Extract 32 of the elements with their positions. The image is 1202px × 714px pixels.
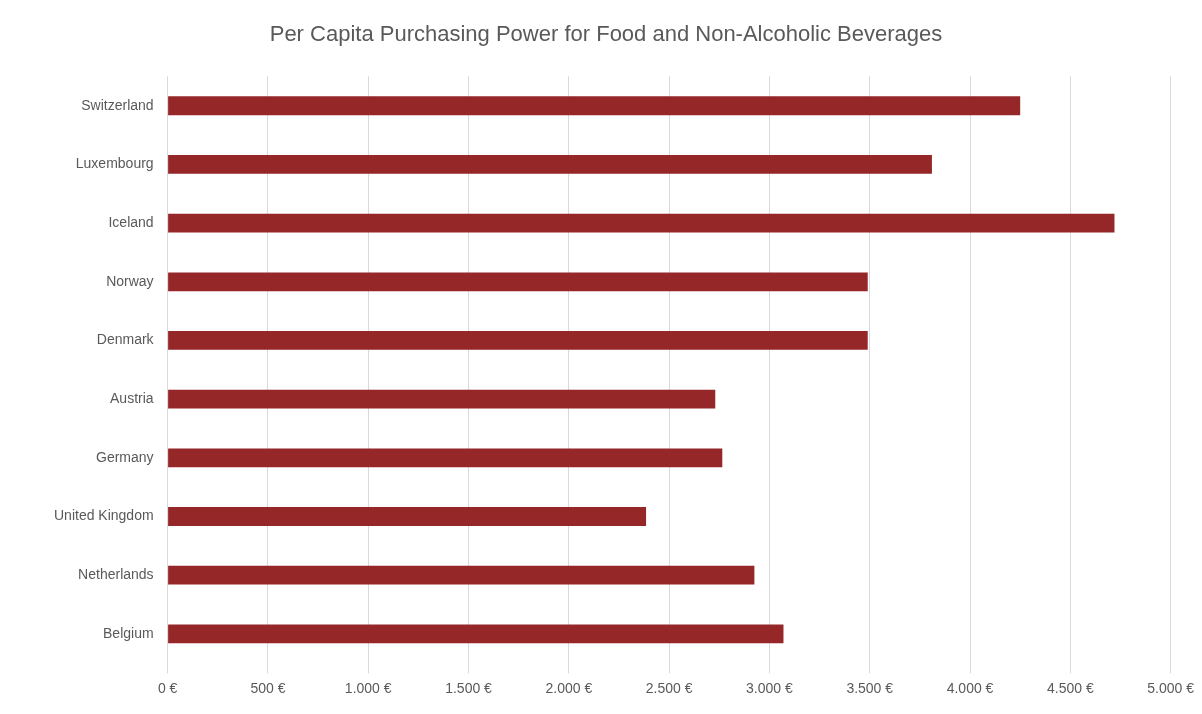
bar xyxy=(168,155,932,174)
x-tick-label: 4.500 € xyxy=(1046,680,1094,697)
x-tick-label: 3.500 € xyxy=(846,680,894,697)
bar xyxy=(168,389,716,409)
x-tick-label: 2.000 € xyxy=(545,680,593,697)
x-tick-label: 1.000 € xyxy=(344,680,392,697)
x-tick-label: 1.500 € xyxy=(445,680,493,697)
bar xyxy=(168,213,1115,233)
x-tick-label: 3.000 € xyxy=(746,680,793,697)
y-tick-label: Germany xyxy=(96,448,154,465)
y-tick-label: Denmark xyxy=(96,331,155,348)
bar xyxy=(168,96,1021,116)
y-tick-label: Belgium xyxy=(103,624,154,641)
chart-title: Per Capita Purchasing Power for Food and Non-Alcoholic Beverages xyxy=(269,21,943,47)
y-tick-label: Switzerland xyxy=(81,96,154,113)
y-tick-label: Norway xyxy=(106,272,154,289)
x-tick-label: 4.000 € xyxy=(946,680,994,697)
y-tick-label: Austria xyxy=(110,390,154,406)
bar xyxy=(168,331,868,350)
bar xyxy=(168,565,755,585)
bar xyxy=(168,448,723,468)
bar xyxy=(168,507,647,526)
y-tick-label: Luxembourg xyxy=(75,155,154,172)
y-tick-label: United Kingdom xyxy=(53,507,154,524)
bar xyxy=(168,624,784,644)
bar xyxy=(168,272,868,292)
y-tick-label: Iceland xyxy=(108,213,154,230)
y-tick-label: Netherlands xyxy=(78,566,154,583)
x-tick-label: 0 € xyxy=(157,680,178,697)
x-tick-label: 500 € xyxy=(250,680,286,697)
x-tick-label: 5.000 € xyxy=(1147,680,1195,697)
x-tick-label: 2.500 € xyxy=(645,680,693,697)
